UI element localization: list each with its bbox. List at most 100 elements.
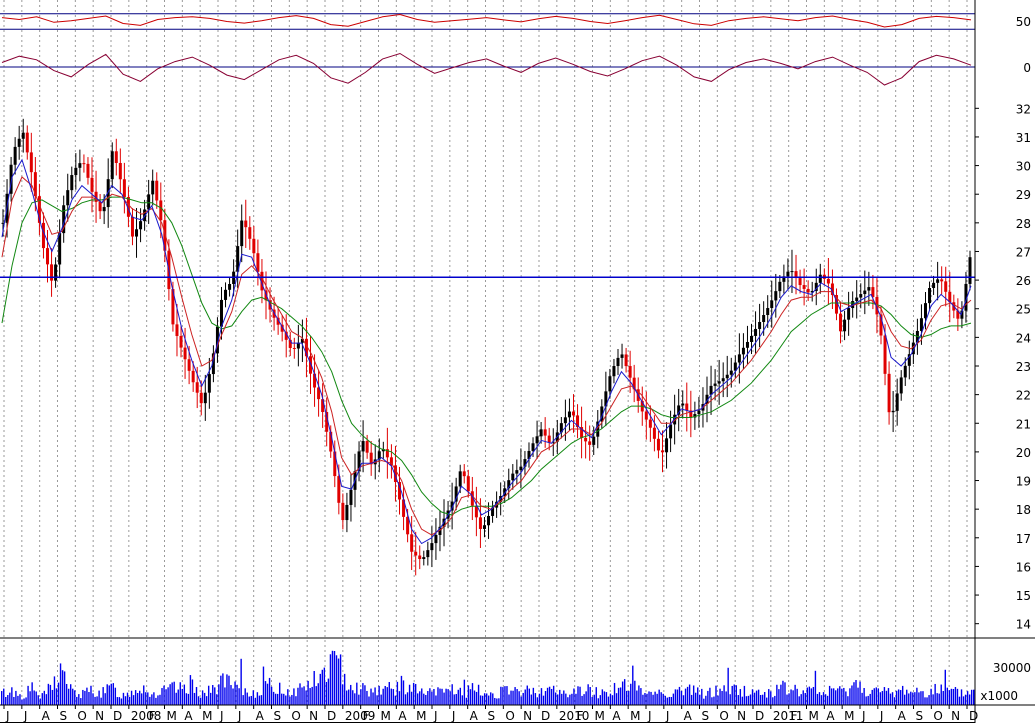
- volume-bar: [78, 694, 80, 705]
- price-bar-body: [665, 438, 669, 453]
- price-bar-body: [280, 324, 284, 332]
- volume-bar: [388, 682, 390, 705]
- price-bar-body: [600, 406, 604, 422]
- volume-bar: [404, 694, 407, 705]
- volume-bar: [617, 687, 620, 705]
- price-bar-body: [814, 282, 818, 291]
- axis-tick-label: 2009: [345, 709, 376, 723]
- volume-bar: [701, 688, 703, 705]
- volume-bar: [72, 688, 74, 705]
- volume-bar: [356, 682, 358, 705]
- volume-bar: [445, 688, 447, 705]
- volume-bar: [500, 686, 502, 705]
- price-bar-body: [786, 271, 790, 277]
- price-tick-label: 32: [1016, 102, 1031, 116]
- volume-bar: [132, 695, 135, 705]
- price-bar-body: [292, 347, 296, 349]
- volume-bar: [360, 689, 362, 705]
- volume-bar: [80, 698, 82, 705]
- price-bar-body: [288, 339, 292, 348]
- volume-bar: [218, 684, 220, 705]
- volume-bar: [648, 691, 650, 705]
- volume-bar: [463, 679, 466, 705]
- price-bar-body: [936, 279, 940, 283]
- price-bar-body: [195, 382, 199, 393]
- volume-bar: [299, 683, 301, 705]
- price-bar-body: [110, 151, 114, 180]
- volume-bar: [214, 687, 216, 705]
- volume-bar: [112, 683, 115, 705]
- price-tick-label: 30: [1016, 160, 1031, 174]
- volume-bar: [143, 685, 145, 705]
- volume-bar: [358, 694, 360, 705]
- price-bar-body: [130, 216, 134, 237]
- price-tick-label: 26: [1016, 274, 1031, 288]
- price-bar-body: [911, 342, 915, 355]
- price-bar-body: [50, 264, 54, 281]
- volume-bar: [899, 690, 902, 705]
- volume-bar: [904, 694, 906, 705]
- volume-bar: [337, 658, 340, 705]
- volume-bar: [88, 691, 90, 705]
- volume-bar: [589, 687, 591, 705]
- volume-bar: [122, 692, 125, 705]
- volume-bar: [329, 654, 332, 705]
- price-bar-body: [891, 410, 895, 413]
- price-bar-body: [887, 373, 891, 413]
- volume-bar: [694, 692, 697, 705]
- axis-tick-label: A: [42, 709, 51, 723]
- volume-bar: [230, 685, 232, 705]
- volume-bar: [733, 684, 735, 705]
- price-bar-body: [527, 450, 531, 460]
- volume-bar: [477, 684, 480, 705]
- volume-bar: [794, 684, 796, 705]
- volume-bar: [786, 694, 788, 705]
- volume-bar: [859, 681, 861, 705]
- volume-bar: [668, 696, 671, 705]
- price-tick-label: 21: [1016, 417, 1031, 431]
- axis-tick-label: D: [113, 709, 122, 723]
- rsi-panel: 50: [0, 13, 1031, 30]
- volume-bar: [630, 683, 632, 705]
- volume-bar: [11, 687, 13, 705]
- volume-bar: [57, 682, 60, 705]
- volume-bar: [199, 697, 202, 705]
- volume-bar: [260, 695, 263, 705]
- volume-bar: [108, 685, 110, 705]
- momentum-panel: 0: [0, 52, 1031, 86]
- axis-tick-label: A: [826, 709, 835, 723]
- volume-bar: [345, 690, 348, 705]
- price-bar-body: [677, 405, 681, 415]
- volume-bar: [384, 685, 386, 705]
- volume-bar: [270, 686, 273, 705]
- price-bar-body: [551, 441, 555, 443]
- volume-bar: [804, 693, 806, 705]
- price-bar-body: [25, 132, 29, 153]
- volume-bar: [881, 691, 884, 705]
- volume-bar: [861, 692, 863, 705]
- volume-bar: [153, 692, 155, 705]
- price-bar-body: [843, 319, 847, 332]
- price-tick-label: 24: [1016, 331, 1031, 345]
- volume-bar: [770, 691, 772, 705]
- rsi-tick-label: 50: [1016, 15, 1031, 29]
- volume-bar: [451, 684, 453, 705]
- volume-unit-label: x1000: [980, 689, 1018, 703]
- volume-bar: [283, 693, 285, 705]
- volume-bar: [169, 684, 171, 705]
- price-bar-body: [604, 391, 608, 407]
- price-bar-body: [741, 347, 745, 355]
- volume-bar: [952, 688, 955, 705]
- price-bar-body: [487, 515, 491, 526]
- axis-tick-label: J: [237, 709, 242, 723]
- volume-bar: [447, 689, 449, 705]
- volume-bar: [187, 693, 190, 705]
- volume-bar: [514, 687, 516, 705]
- axis-tick-label: M: [844, 709, 854, 723]
- price-bar-body: [778, 281, 782, 292]
- axis-tick-label: M: [630, 709, 640, 723]
- volume-bar: [402, 680, 405, 705]
- volume-bar: [522, 692, 524, 705]
- axis-tick-label: M: [202, 709, 212, 723]
